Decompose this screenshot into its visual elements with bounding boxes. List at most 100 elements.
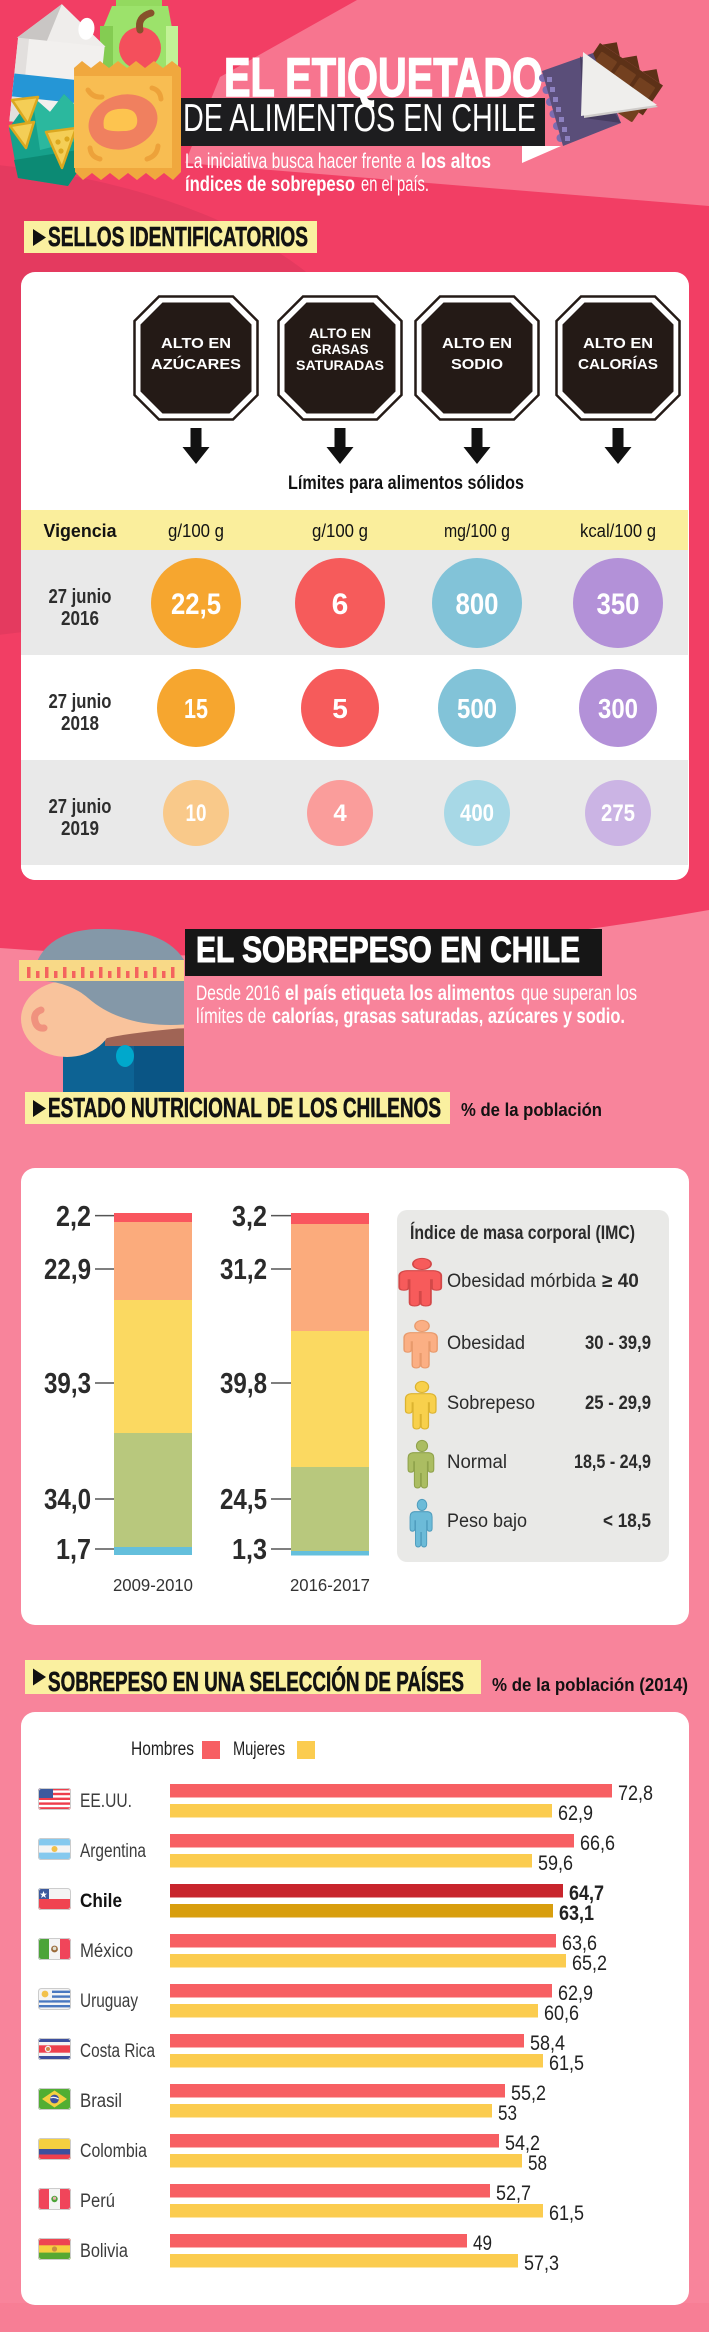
svg-text:400: 400 [460, 800, 494, 827]
svg-text:Vigencia: Vigencia [44, 521, 118, 541]
svg-text:La iniciativa busca hacer fren: La iniciativa busca hacer frente a [185, 150, 415, 173]
svg-text:Uruguay: Uruguay [80, 1991, 138, 2012]
svg-text:27 junio: 27 junio [49, 796, 112, 818]
svg-text:5: 5 [332, 693, 348, 724]
svg-text:SODIO: SODIO [451, 356, 503, 373]
svg-text:15: 15 [184, 693, 208, 724]
svg-text:ALTO EN: ALTO EN [442, 335, 512, 352]
svg-text:Normal: Normal [447, 1452, 507, 1473]
svg-text:≥ 40: ≥ 40 [602, 1271, 639, 1292]
svg-text:18,5 - 24,9: 18,5 - 24,9 [574, 1452, 651, 1473]
svg-text:ALTO EN: ALTO EN [583, 335, 653, 352]
svg-text:en el país.: en el país. [361, 173, 429, 196]
svg-text:53: 53 [498, 2102, 517, 2125]
svg-text:los altos: los altos [421, 150, 491, 173]
svg-text:Obesidad mórbida: Obesidad mórbida [447, 1271, 596, 1292]
svg-text:kcal/100 g: kcal/100 g [580, 521, 656, 541]
svg-text:59,6: 59,6 [538, 1852, 573, 1875]
svg-text:Brasil: Brasil [80, 2091, 122, 2112]
svg-text:22,9: 22,9 [44, 1254, 91, 1286]
svg-text:mg/100 g: mg/100 g [444, 521, 510, 541]
svg-text:Índice de masa corporal (IMC): Índice de masa corporal (IMC) [410, 1222, 635, 1244]
svg-text:Sobrepeso: Sobrepeso [447, 1393, 535, 1414]
svg-text:62,9: 62,9 [558, 1982, 593, 2005]
svg-text:61,5: 61,5 [549, 2052, 584, 2075]
svg-text:39,3: 39,3 [44, 1368, 91, 1400]
svg-text:3,2: 3,2 [232, 1201, 267, 1233]
svg-text:Chile: Chile [80, 1891, 122, 1912]
svg-text:58: 58 [528, 2152, 547, 2175]
svg-text:Perú: Perú [80, 2191, 115, 2212]
svg-text:México: México [80, 1941, 133, 1962]
svg-text:39,8: 39,8 [220, 1368, 267, 1400]
svg-text:2018: 2018 [61, 713, 99, 735]
svg-text:66,6: 66,6 [580, 1832, 615, 1855]
svg-text:54,2: 54,2 [505, 2132, 540, 2155]
svg-text:63,1: 63,1 [559, 1902, 594, 1925]
svg-text:60,6: 60,6 [544, 2002, 579, 2025]
svg-text:24,5: 24,5 [220, 1484, 267, 1516]
svg-text:1,7: 1,7 [56, 1534, 91, 1566]
svg-text:350: 350 [597, 588, 640, 621]
svg-text:63,6: 63,6 [562, 1932, 597, 1955]
svg-text:2016-2017: 2016-2017 [290, 1575, 370, 1595]
svg-text:34,0: 34,0 [44, 1484, 91, 1516]
svg-text:AZÚCARES: AZÚCARES [151, 355, 241, 373]
svg-text:Límites para alimentos sólidos: Límites para alimentos sólidos [288, 473, 524, 494]
svg-text:64,7: 64,7 [569, 1882, 604, 1905]
svg-text:Colombia: Colombia [80, 2141, 147, 2162]
svg-text:1,3: 1,3 [232, 1534, 267, 1566]
svg-text:2009-2010: 2009-2010 [113, 1575, 193, 1595]
svg-text:SOBREPESO EN UNA SELECCIÓN DE: SOBREPESO EN UNA SELECCIÓN DE PAÍSES [48, 1666, 464, 1697]
svg-text:65,2: 65,2 [572, 1952, 607, 1975]
svg-text:2016: 2016 [61, 608, 99, 630]
svg-text:CALORÍAS: CALORÍAS [578, 356, 658, 373]
svg-text:Costa Rica: Costa Rica [80, 2041, 155, 2062]
svg-text:Hombres: Hombres [131, 1739, 194, 1760]
svg-text:ALTO EN: ALTO EN [309, 326, 371, 341]
svg-text:ALTO EN: ALTO EN [161, 335, 231, 352]
svg-text:índices de sobrepeso: índices de sobrepeso [185, 173, 355, 196]
svg-text:Bolivia: Bolivia [80, 2241, 128, 2262]
svg-text:57,3: 57,3 [524, 2252, 559, 2275]
svg-text:61,5: 61,5 [549, 2202, 584, 2225]
svg-text:31,2: 31,2 [220, 1254, 267, 1286]
svg-text:% de la población (2014): % de la población (2014) [492, 1674, 688, 1695]
svg-text:SELLOS IDENTIFICATORIOS: SELLOS IDENTIFICATORIOS [48, 221, 308, 252]
svg-text:72,8: 72,8 [618, 1782, 653, 1805]
svg-text:EE.UU.: EE.UU. [80, 1791, 132, 1812]
svg-text:Peso bajo: Peso bajo [447, 1511, 527, 1532]
svg-text:g/100 g: g/100 g [168, 521, 224, 541]
svg-text:EL ETIQUETADO: EL ETIQUETADO [224, 46, 543, 108]
svg-text:27 junio: 27 junio [49, 691, 112, 713]
svg-text:62,9: 62,9 [558, 1802, 593, 1825]
svg-text:2,2: 2,2 [56, 1201, 91, 1233]
svg-text:500: 500 [457, 693, 497, 724]
svg-text:SATURADAS: SATURADAS [296, 358, 384, 373]
svg-text:ESTADO NUTRICIONAL DE LOS CHIL: ESTADO NUTRICIONAL DE LOS CHILENOS [48, 1092, 441, 1123]
svg-text:Desde 2016: Desde 2016 [196, 982, 280, 1005]
svg-text:300: 300 [598, 693, 638, 724]
svg-text:Argentina: Argentina [80, 1841, 146, 1862]
svg-text:30 - 39,9: 30 - 39,9 [585, 1333, 651, 1354]
svg-text:25 - 29,9: 25 - 29,9 [585, 1393, 651, 1414]
svg-text:g/100 g: g/100 g [312, 521, 368, 541]
svg-text:58,4: 58,4 [530, 2032, 565, 2055]
svg-text:6: 6 [332, 588, 349, 621]
svg-text:275: 275 [601, 800, 635, 827]
svg-text:el país etiqueta los alimentos: el país etiqueta los alimentos [285, 982, 515, 1005]
svg-text:800: 800 [456, 588, 499, 621]
svg-text:4: 4 [333, 800, 347, 827]
svg-text:GRASAS: GRASAS [312, 342, 369, 357]
svg-text:EL SOBREPESO EN CHILE: EL SOBREPESO EN CHILE [196, 929, 580, 970]
svg-text:DE ALIMENTOS EN CHILE: DE ALIMENTOS EN CHILE [183, 97, 536, 140]
svg-text:52,7: 52,7 [496, 2182, 531, 2205]
svg-text:que superan los: que superan los [521, 982, 637, 1005]
svg-text:límites de: límites de [196, 1005, 266, 1028]
svg-text:55,2: 55,2 [511, 2082, 546, 2105]
svg-text:10: 10 [186, 800, 207, 827]
svg-text:Mujeres: Mujeres [233, 1739, 285, 1760]
svg-text:22,5: 22,5 [171, 588, 221, 621]
svg-text:27 junio: 27 junio [49, 586, 112, 608]
svg-text:Obesidad: Obesidad [447, 1333, 525, 1354]
